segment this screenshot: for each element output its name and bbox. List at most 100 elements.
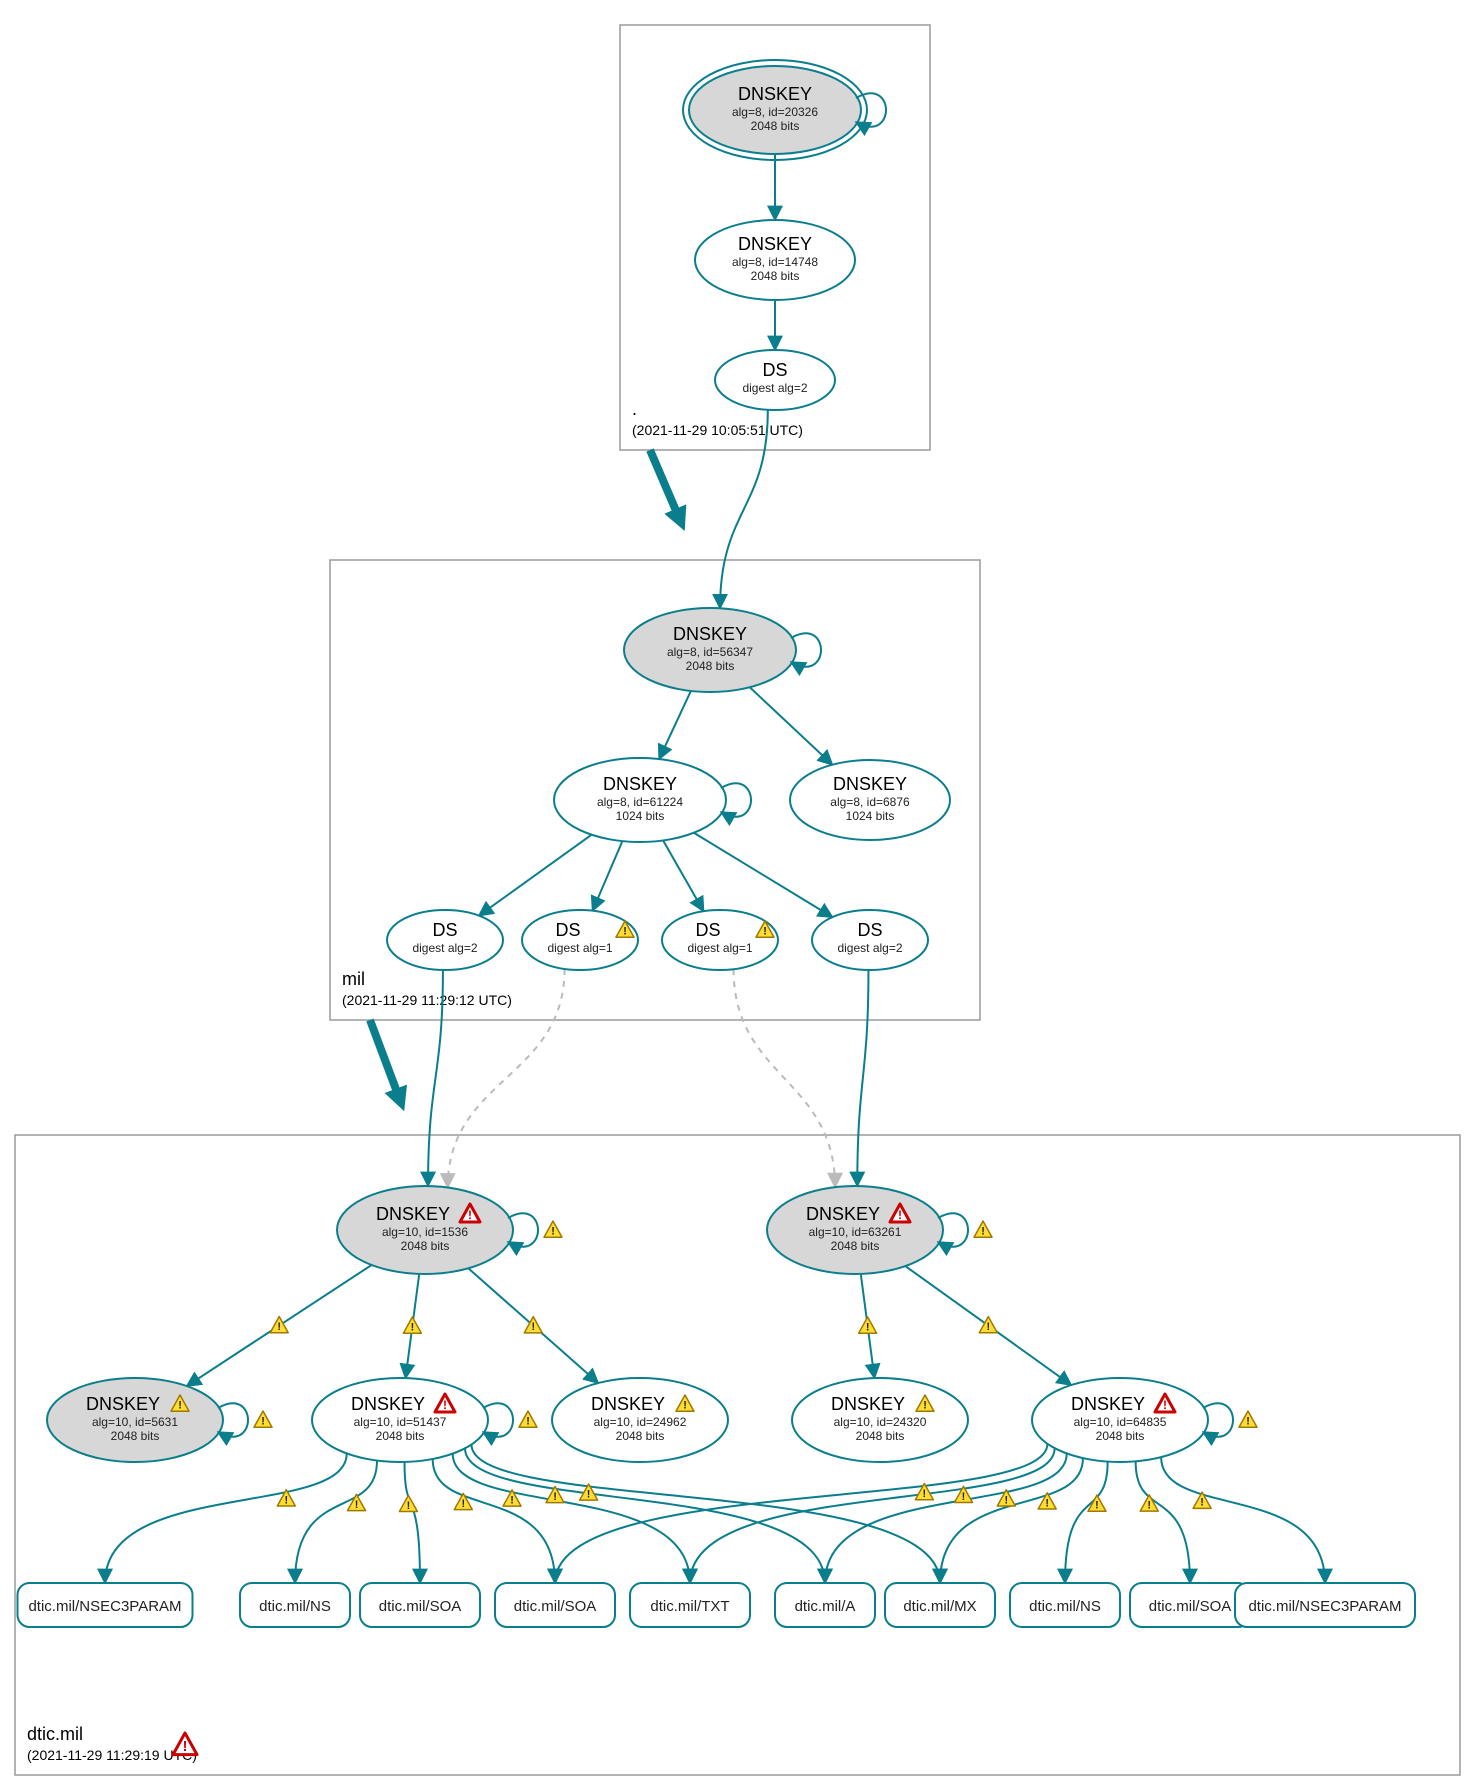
node-root_ksk: DNSKEYalg=8, id=203262048 bits [683,60,886,160]
edge [663,840,703,911]
edge [750,687,833,764]
svg-text:DNSKEY: DNSKEY [738,234,812,254]
node-mil_ds3: DS!digest alg=1 [662,910,778,970]
svg-text:mil: mil [342,969,365,989]
edge [479,835,592,916]
edge [659,691,691,759]
node-dt_ksk2: DNSKEY!alg=10, id=632612048 bits! [767,1186,992,1274]
edge [105,1453,347,1583]
svg-text:alg=10, id=1536: alg=10, id=1536 [382,1225,468,1239]
svg-text:!: ! [1095,1500,1099,1512]
svg-text:dtic.mil/NSEC3PARAM: dtic.mil/NSEC3PARAM [1248,1598,1401,1615]
svg-text:2048 bits: 2048 bits [686,659,735,673]
svg-text:digest alg=2: digest alg=2 [412,941,477,955]
svg-text:(2021-11-29 11:29:19 UTC): (2021-11-29 11:29:19 UTC) [27,1747,197,1763]
svg-text:!: ! [411,1321,415,1333]
svg-text:dtic.mil/NSEC3PARAM: dtic.mil/NSEC3PARAM [28,1598,181,1615]
svg-text:!: ! [587,1488,591,1500]
rrset-rr4: dtic.mil/SOA [495,1583,615,1627]
edge [1161,1457,1325,1583]
node-root_ds: DSdigest alg=2 [715,350,835,410]
rrset-rr6: dtic.mil/A [775,1583,875,1627]
svg-text:DNSKEY: DNSKEY [673,624,747,644]
node-dt_64835: DNSKEY!alg=10, id=648352048 bits! [1032,1378,1257,1462]
warning-icon: ! [347,1494,365,1511]
svg-text:DNSKEY: DNSKEY [351,1394,425,1414]
svg-text:dtic.mil/NS: dtic.mil/NS [1029,1598,1101,1615]
svg-text:!: ! [1246,1416,1250,1428]
node-mil_zsk: DNSKEYalg=8, id=612241024 bits [554,758,751,842]
svg-text:2048 bits: 2048 bits [831,1239,880,1253]
warning-icon: ! [254,1411,272,1428]
svg-text:DNSKEY: DNSKEY [806,1204,880,1224]
svg-text:2048 bits: 2048 bits [616,1429,665,1443]
svg-text:!: ! [866,1321,870,1333]
svg-text:digest alg=1: digest alg=1 [687,941,752,955]
svg-text:!: ! [551,1226,555,1238]
svg-text:digest alg=2: digest alg=2 [742,381,807,395]
svg-text:!: ! [623,926,627,938]
svg-text:DS: DS [695,920,720,940]
node-mil_ds2: DS! digest alg=1 [522,910,638,970]
svg-text:DS: DS [432,920,457,940]
rrset-rr5: dtic.mil/TXT [630,1583,750,1627]
svg-text:.: . [632,399,637,419]
svg-text:!: ! [468,1208,472,1222]
svg-text:!: ! [443,1398,447,1412]
svg-text:!: ! [923,1488,927,1500]
svg-text:DS: DS [555,920,580,940]
svg-text:dtic.mil/SOA: dtic.mil/SOA [379,1598,462,1615]
svg-text:digest alg=2: digest alg=2 [837,941,902,955]
warning-icon: ! [399,1495,417,1512]
edge [1065,1462,1108,1583]
svg-text:!: ! [277,1321,281,1333]
svg-text:DNSKEY: DNSKEY [831,1394,905,1414]
svg-text:!: ! [683,1400,687,1412]
svg-text:(2021-11-29 10:05:51 UTC): (2021-11-29 10:05:51 UTC) [632,422,803,438]
rrset-rr9: dtic.mil/SOA [1130,1583,1250,1627]
edge [690,1448,1055,1583]
svg-text:DNSKEY: DNSKEY [833,774,907,794]
svg-text:!: ! [461,1498,465,1510]
edge [405,1462,420,1583]
svg-text:alg=8, id=6876: alg=8, id=6876 [830,795,910,809]
svg-text:DS: DS [762,360,787,380]
warning-icon: ! [1239,1411,1257,1428]
svg-text:dtic.mil/NS: dtic.mil/NS [259,1598,331,1615]
svg-text:!: ! [526,1416,530,1428]
svg-text:alg=8, id=56347: alg=8, id=56347 [667,645,753,659]
warning-icon: ! [270,1317,288,1334]
zone-delegation-arrow [650,450,680,520]
svg-text:!: ! [986,1321,990,1333]
svg-text:2048 bits: 2048 bits [751,269,800,283]
node-mil_ds4: DSdigest alg=2 [812,910,928,970]
svg-text:digest alg=1: digest alg=1 [547,941,612,955]
warning-icon: ! [979,1317,997,1334]
svg-text:!: ! [1004,1494,1008,1506]
svg-text:alg=10, id=24320: alg=10, id=24320 [834,1415,927,1429]
svg-text:DNSKEY: DNSKEY [738,84,812,104]
svg-text:dtic.mil/SOA: dtic.mil/SOA [514,1598,597,1615]
svg-text:dtic.mil/SOA: dtic.mil/SOA [1149,1598,1232,1615]
svg-text:!: ! [1147,1499,1151,1511]
svg-text:alg=10, id=63261: alg=10, id=63261 [809,1225,902,1239]
svg-text:DNSKEY: DNSKEY [86,1394,160,1414]
svg-text:2048 bits: 2048 bits [376,1429,425,1443]
warning-icon: ! [1038,1493,1056,1510]
node-root_zsk: DNSKEYalg=8, id=147482048 bits [695,220,855,300]
delegation-edge [857,970,868,1186]
node-dt_5631: DNSKEY!alg=10, id=56312048 bits! [47,1378,272,1462]
svg-text:DNSKEY: DNSKEY [603,774,677,794]
warning-icon: ! [859,1317,877,1334]
svg-text:!: ! [962,1491,966,1503]
edge [555,1444,1047,1583]
svg-text:2048 bits: 2048 bits [111,1429,160,1443]
svg-text:!: ! [407,1500,411,1512]
edge [694,833,833,917]
svg-text:DNSKEY: DNSKEY [591,1394,665,1414]
node-dt_ksk1: DNSKEY!alg=10, id=15362048 bits! [337,1186,562,1274]
svg-text:!: ! [923,1400,927,1412]
svg-text:DNSKEY: DNSKEY [1071,1394,1145,1414]
svg-text:!: ! [510,1494,514,1506]
svg-text:alg=10, id=64835: alg=10, id=64835 [1074,1415,1167,1429]
